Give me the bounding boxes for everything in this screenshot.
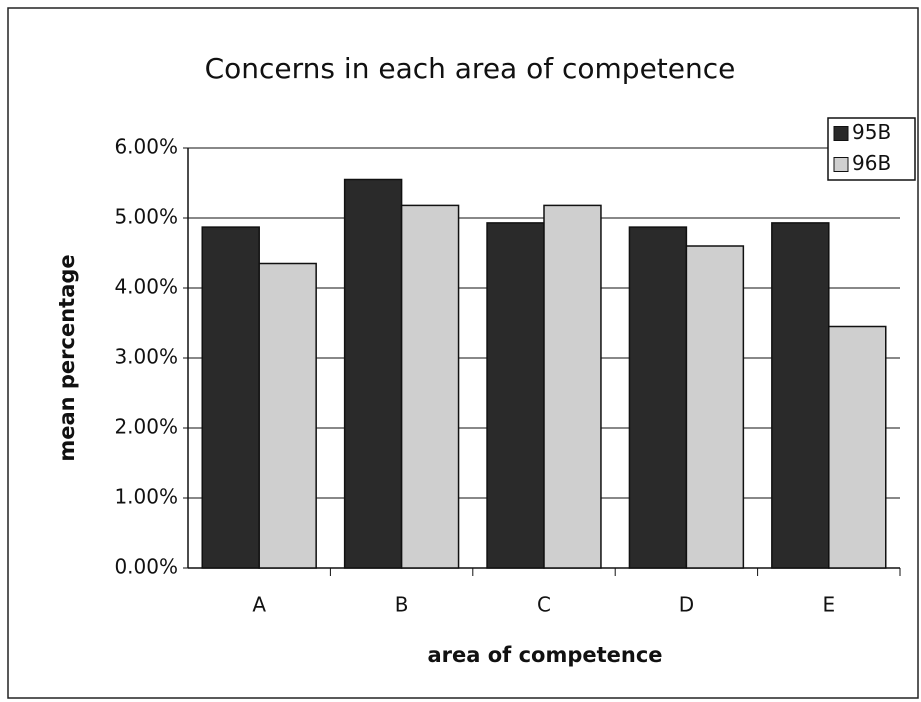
x-tick-label: A: [252, 593, 266, 617]
legend-label: 96B: [852, 151, 891, 175]
chart-title: Concerns in each area of competence: [205, 52, 736, 85]
bar: [343, 178, 403, 569]
y-tick-label: 5.00%: [114, 205, 178, 229]
bar: [828, 325, 887, 569]
y-tick-label: 4.00%: [114, 275, 178, 299]
x-tick-label: D: [679, 593, 694, 617]
x-tick-label: B: [395, 593, 409, 617]
chart-frame: [7, 7, 919, 699]
x-tick-label: C: [537, 593, 551, 617]
y-tick-label: 3.00%: [114, 345, 178, 369]
y-tick-label: 0.00%: [114, 555, 178, 579]
bar: [400, 204, 460, 569]
y-tick-label: 6.00%: [114, 135, 178, 159]
legend-swatch: [833, 157, 849, 172]
bar: [201, 226, 260, 569]
y-axis-label: mean percentage: [55, 254, 79, 461]
bar: [543, 204, 602, 569]
legend-label: 95B: [852, 120, 891, 144]
y-tick-label: 1.00%: [114, 485, 178, 509]
bar: [486, 222, 545, 569]
bar: [685, 245, 745, 569]
y-tick-label: 2.00%: [114, 415, 178, 439]
legend-swatch: [833, 126, 849, 141]
bar: [258, 262, 317, 569]
x-tick-label: E: [822, 593, 835, 617]
x-axis-label: area of competence: [427, 643, 662, 667]
bar: [628, 226, 688, 569]
bar: [771, 222, 830, 569]
